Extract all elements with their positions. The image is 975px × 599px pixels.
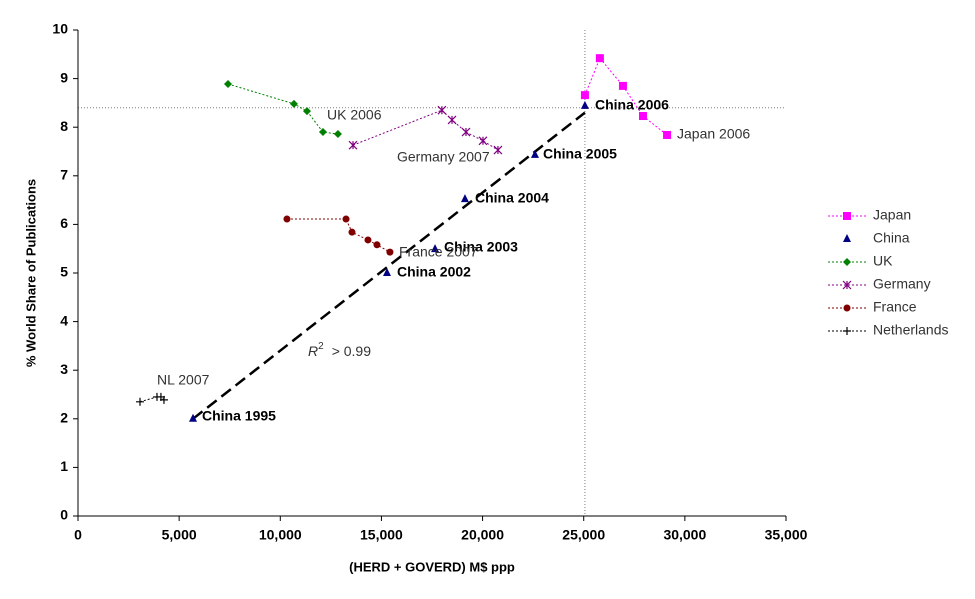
point bbox=[437, 105, 447, 115]
legend-marker bbox=[843, 212, 851, 220]
y-tick-label: 8 bbox=[60, 118, 68, 134]
series-line bbox=[227, 83, 339, 135]
y-tick-label: 3 bbox=[60, 361, 68, 377]
y-tick-label: 10 bbox=[52, 21, 68, 37]
legend: Japan China UK Germany France Netherlands bbox=[828, 207, 949, 338]
legend-label: Netherlands bbox=[873, 322, 949, 338]
annotation: Japan 2006 bbox=[677, 126, 750, 142]
annotation: Germany 2007 bbox=[397, 149, 490, 165]
point bbox=[663, 130, 672, 139]
y-tick-label: 2 bbox=[60, 410, 68, 426]
annotation: France 2007 bbox=[399, 244, 478, 260]
point bbox=[386, 248, 394, 256]
legend-marker bbox=[843, 304, 851, 312]
annotation: UK 2006 bbox=[327, 107, 382, 123]
point bbox=[478, 136, 488, 146]
point bbox=[342, 215, 350, 223]
point bbox=[530, 149, 539, 158]
point bbox=[461, 127, 471, 137]
y-tick-label: 6 bbox=[60, 215, 68, 231]
point bbox=[364, 236, 372, 244]
point bbox=[493, 145, 503, 155]
annotation: China 2004 bbox=[475, 190, 549, 206]
legend-label: China bbox=[873, 230, 910, 246]
legend-label: Japan bbox=[873, 207, 911, 223]
point bbox=[638, 112, 647, 121]
r-squared: R2 > 0.99 bbox=[308, 341, 371, 359]
y-axis-title: % World Share of Publications bbox=[23, 179, 38, 367]
annotation: China 2005 bbox=[543, 146, 617, 162]
legend-marker bbox=[842, 280, 852, 290]
point bbox=[333, 130, 342, 139]
legend-marker bbox=[843, 258, 851, 266]
r-symbol: R bbox=[308, 343, 318, 359]
point bbox=[223, 79, 232, 88]
x-tick-label: 15,000 bbox=[360, 527, 403, 543]
point bbox=[289, 99, 298, 108]
point bbox=[159, 395, 168, 404]
legend-label: UK bbox=[873, 253, 893, 269]
annotation: China 1995 bbox=[202, 408, 276, 424]
x-tick-label: 0 bbox=[74, 527, 82, 543]
annotation: China 2006 bbox=[595, 97, 669, 113]
point bbox=[460, 194, 469, 203]
point bbox=[431, 244, 440, 253]
y-tick-label: 5 bbox=[60, 264, 68, 280]
legend-marker bbox=[843, 327, 851, 335]
x-tick-label: 20,000 bbox=[461, 527, 504, 543]
point bbox=[188, 413, 197, 422]
y-tick-label: 1 bbox=[60, 458, 68, 474]
y-tick-label: 0 bbox=[60, 507, 68, 523]
point bbox=[283, 215, 291, 223]
x-axis-title: (HERD + GOVERD) M$ ppp bbox=[349, 559, 515, 574]
x-tick-label: 30,000 bbox=[663, 527, 706, 543]
series-line bbox=[286, 218, 391, 253]
point bbox=[618, 81, 627, 90]
r-power: 2 bbox=[318, 341, 324, 352]
annotation: China 2003 bbox=[444, 239, 518, 255]
annotation: NL 2007 bbox=[157, 372, 210, 388]
y-tick-label: 4 bbox=[60, 312, 68, 328]
y-tick-label: 9 bbox=[60, 69, 68, 85]
point bbox=[580, 100, 589, 109]
trend-line bbox=[192, 111, 586, 420]
legend-label: Germany bbox=[873, 276, 931, 292]
y-tick-label: 7 bbox=[60, 167, 68, 183]
series-line bbox=[139, 396, 165, 403]
x-tick-label: 5,000 bbox=[162, 527, 197, 543]
point bbox=[580, 91, 589, 100]
point bbox=[348, 140, 358, 150]
legend-marker bbox=[843, 234, 851, 242]
x-tick-label: 10,000 bbox=[259, 527, 302, 543]
point bbox=[136, 397, 145, 406]
annotation: China 2002 bbox=[397, 264, 471, 280]
x-tick-label: 25,000 bbox=[562, 527, 605, 543]
point bbox=[373, 241, 381, 249]
r-text: > 0.99 bbox=[332, 343, 372, 359]
point bbox=[348, 228, 356, 236]
point bbox=[302, 107, 311, 116]
point bbox=[595, 54, 604, 63]
legend-label: France bbox=[873, 299, 917, 315]
point bbox=[318, 128, 327, 137]
point bbox=[447, 115, 457, 125]
point bbox=[382, 268, 391, 276]
x-tick-label: 35,000 bbox=[765, 527, 808, 543]
